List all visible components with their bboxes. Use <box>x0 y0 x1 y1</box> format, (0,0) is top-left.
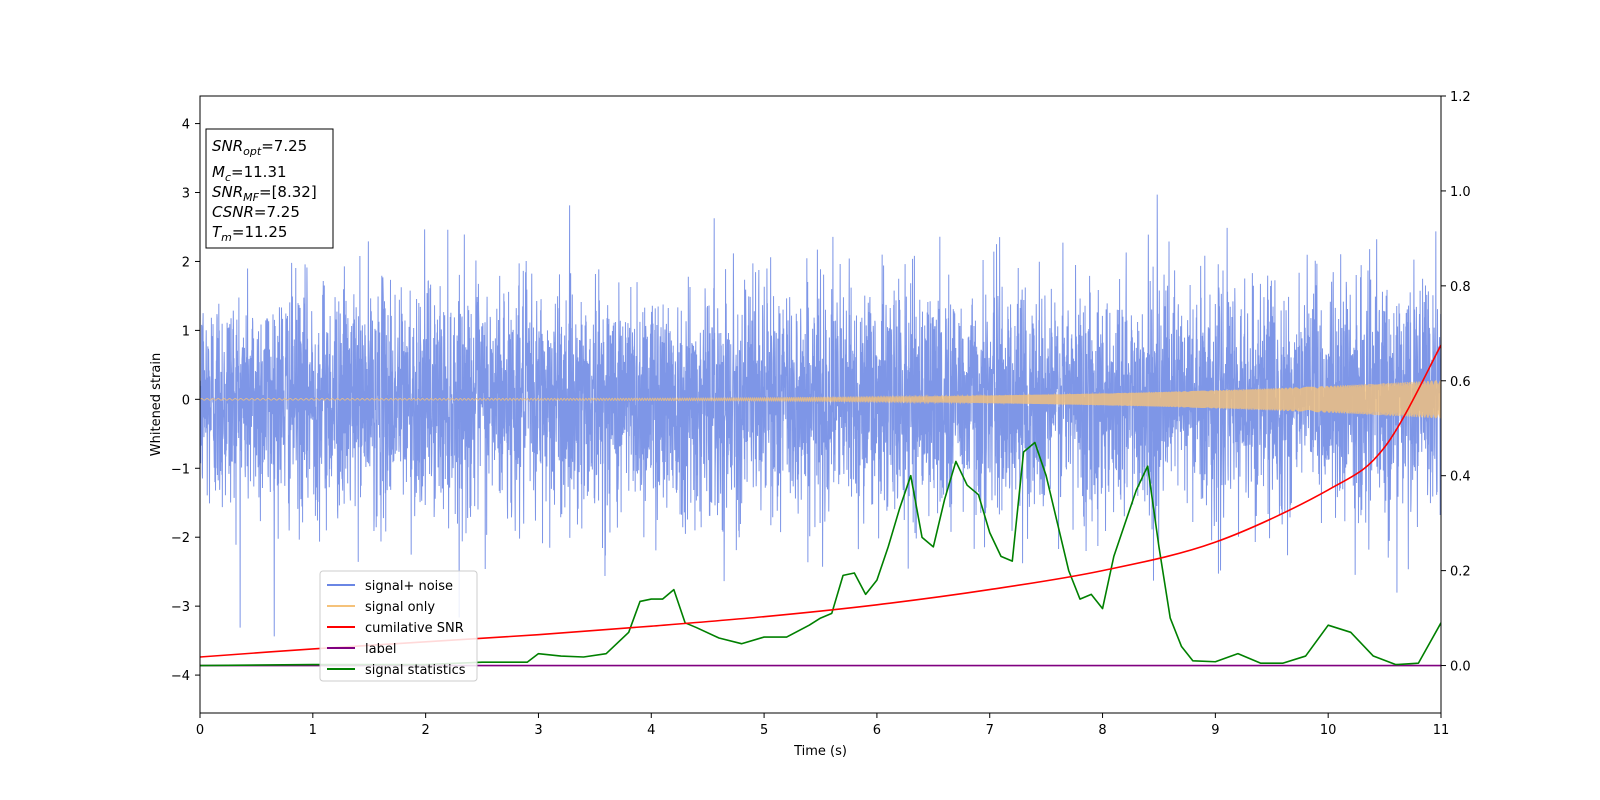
y-tick-left-label: 3 <box>182 187 190 202</box>
y-tick-right-label: 0.0 <box>1450 660 1471 675</box>
series-signal-statistics-line <box>200 441 1441 667</box>
y-tick-left-label: 4 <box>182 118 190 133</box>
y-tick-left-label: −1 <box>171 462 190 477</box>
stat-line: SNRopt=7.25 <box>212 137 307 158</box>
legend-label: signal+ noise <box>365 579 453 594</box>
legend-label: signal statistics <box>365 663 466 678</box>
stat-line: Mc=11.31 <box>212 163 287 184</box>
ticks-layer: 0 1 2 3 4 5 6 7 8 9 10 11 −4 −3 −2 −1 0 1 2 3 4 0.0 0.2 0.4 0.6 0… <box>171 90 1471 738</box>
y-tick-right-label: 0.8 <box>1450 280 1471 295</box>
stats-box: SNRopt=7.25 Mc=11.31SNRMF=[8.32]CSNR=7.25… <box>205 128 334 249</box>
stat-line: CSNR=7.25 <box>212 203 300 221</box>
legend-label: label <box>365 642 396 657</box>
legend-label: signal only <box>365 600 435 615</box>
y-tick-left-label: 2 <box>182 255 190 270</box>
stats-box-frame <box>205 128 334 249</box>
stat-line: SNRMF=[8.32] <box>212 183 317 204</box>
y-tick-right-label: 1.2 <box>1450 90 1471 105</box>
y-tick-right-label: 1.0 <box>1450 185 1471 200</box>
x-tick-label: 2 <box>421 723 429 738</box>
y-tick-left-label: −4 <box>171 669 190 684</box>
x-axis-label: Time (s) <box>793 744 847 759</box>
y-tick-right-label: 0.6 <box>1450 375 1471 390</box>
legend-frame <box>319 570 478 682</box>
legend-label: cumilative SNR <box>365 621 464 636</box>
x-tick-label: 9 <box>1211 723 1219 738</box>
x-tick-label: 3 <box>534 723 542 738</box>
x-tick-label: 7 <box>986 723 994 738</box>
x-tick-label: 1 <box>309 723 317 738</box>
series-signal-only-line <box>200 380 1441 419</box>
y-tick-left-label: 0 <box>182 393 190 408</box>
y-tick-left-label: −2 <box>171 531 190 546</box>
legend: signal+ noise signal only cumilative SNR la… <box>319 570 478 682</box>
x-tick-label: 10 <box>1320 723 1337 738</box>
y-tick-right-label: 0.4 <box>1450 470 1471 485</box>
x-tick-label: 0 <box>196 723 204 738</box>
plot-frame <box>199 95 1442 714</box>
x-tick-label: 8 <box>1098 723 1106 738</box>
x-tick-label: 11 <box>1433 723 1450 738</box>
stat-line: Tm=11.25 <box>212 223 287 244</box>
y-tick-left-label: 1 <box>182 324 190 339</box>
y-tick-left-label: −3 <box>171 600 190 615</box>
x-tick-label: 6 <box>873 723 881 738</box>
y-axis-label: Whitened strain <box>149 353 164 456</box>
series-signal-noise-line <box>200 194 1441 637</box>
x-tick-label: 5 <box>760 723 768 738</box>
y-tick-right-label: 0.2 <box>1450 565 1471 580</box>
x-tick-label: 4 <box>647 723 655 738</box>
